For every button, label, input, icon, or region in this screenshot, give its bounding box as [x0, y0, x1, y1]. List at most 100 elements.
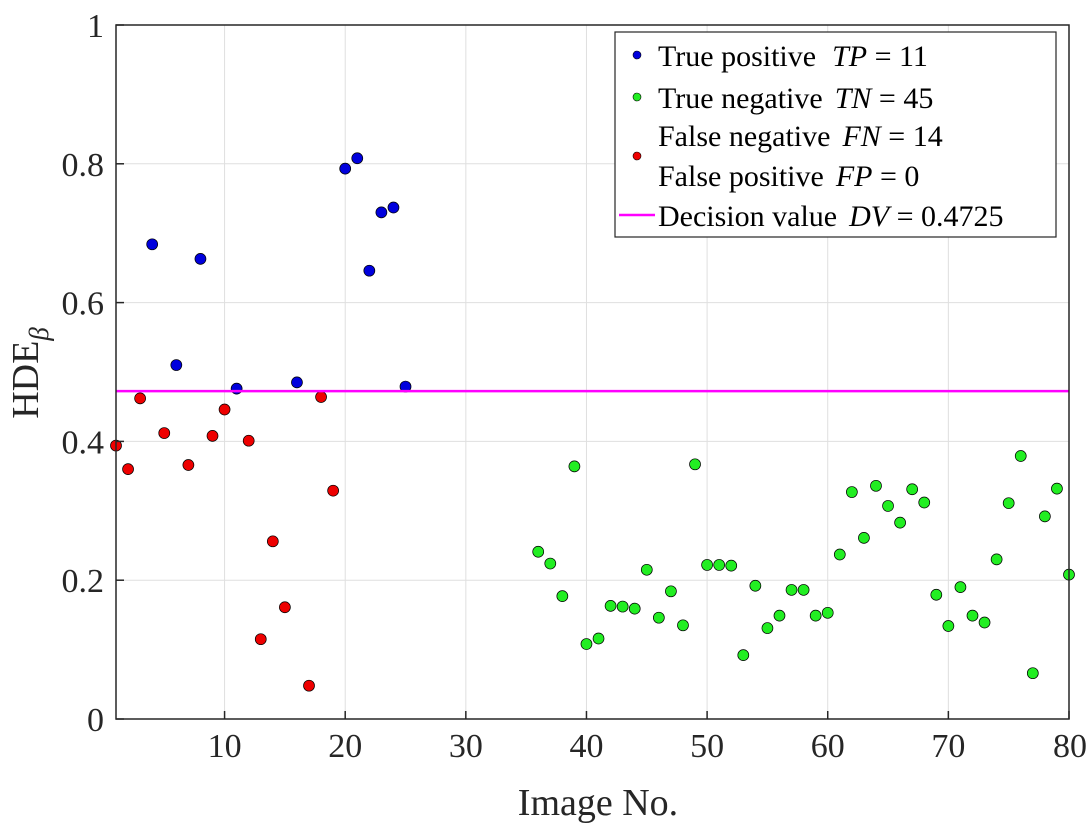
- true-negative-point: [1051, 482, 1063, 495]
- legend-equals-fn: =: [881, 120, 913, 153]
- true-negative-point: [713, 559, 726, 571]
- true-negative-point: [677, 619, 689, 632]
- y-tick-label: 1: [87, 8, 104, 45]
- true-negative-point: [737, 649, 750, 662]
- false-negative-point: [134, 392, 146, 405]
- legend-symbol-fn: FN: [841, 120, 882, 153]
- legend-symbol-fp: FP: [835, 160, 873, 193]
- axes-box: [115, 24, 1070, 720]
- x-tick-label: 80: [1053, 728, 1087, 765]
- false-negative-point: [242, 434, 255, 447]
- legend-equals-dv: =: [889, 200, 921, 233]
- true-negative-point: [1014, 450, 1027, 462]
- legend-value-fn: 14: [913, 120, 943, 153]
- legend-value-dv: 0.4725: [921, 200, 1004, 233]
- true-negative-point: [846, 486, 858, 498]
- true-negative-point: [556, 590, 569, 603]
- y-axis-label: HDEβ: [5, 327, 54, 419]
- y-tick-label: 0: [87, 702, 104, 739]
- true-positive-point: [170, 359, 183, 371]
- legend-value-tp: 11: [899, 40, 928, 73]
- y-tick-label: 0.8: [62, 147, 105, 184]
- legend: True positive TP = 11 True negative TN = 4…: [614, 31, 1057, 238]
- legend-label-false-negative: False negative: [658, 120, 830, 153]
- true-negative-point: [592, 632, 605, 645]
- legend-symbol-dv: DV: [848, 200, 893, 233]
- true-negative-point: [906, 483, 919, 496]
- true-negative-point: [930, 588, 943, 601]
- legend-label-true-negative: True negative: [658, 82, 823, 115]
- axis-ticks: 10 20 30 40 50 60 70 80 0 0.2 0.4 0.6 0.8 1: [62, 8, 1088, 765]
- x-tick-label: 30: [449, 728, 483, 765]
- true-negative-point: [580, 638, 593, 650]
- x-tick-label: 50: [690, 728, 724, 765]
- true-negative-point: [532, 545, 545, 558]
- legend-symbol-tp: TP: [832, 40, 867, 73]
- true-positive-point: [146, 238, 159, 251]
- true-negative-point: [749, 579, 762, 592]
- true-negative-point: [701, 559, 713, 571]
- true-negative-point: [652, 611, 665, 624]
- legend-marker-false-negative: [632, 151, 642, 161]
- x-axis-label: Image No.: [518, 782, 678, 824]
- true-negative-point: [665, 585, 677, 598]
- x-tick-label: 10: [208, 728, 242, 765]
- true-negative-point: [1002, 497, 1015, 510]
- legend-entry-true-positive: True positive TP = 11: [658, 40, 928, 73]
- true-negative-point: [773, 609, 786, 622]
- false-negative-point: [206, 429, 219, 442]
- true-positive-point: [230, 382, 243, 395]
- y-axis-label-main: HDE: [5, 341, 47, 419]
- legend-label-true-positive: True positive: [658, 40, 816, 73]
- x-tick-label: 20: [328, 728, 362, 765]
- true-negative-point: [954, 581, 967, 593]
- legend-entry-false-negative: False negative FN = 14: [658, 120, 943, 153]
- true-negative-point: [821, 606, 834, 619]
- true-negative-point: [894, 516, 906, 529]
- legend-symbol-tn: TN: [835, 82, 874, 115]
- true-negative-point: [604, 600, 617, 612]
- true-negative-point: [568, 460, 581, 473]
- true-positive-point: [339, 162, 352, 175]
- true-negative-point: [785, 584, 798, 596]
- true-negative-point: [882, 500, 894, 512]
- true-negative-point: [942, 620, 955, 632]
- false-negative-point: [158, 427, 171, 439]
- legend-entry-decision-value: Decision value DV = 0.4725: [658, 200, 1004, 233]
- true-negative-point: [833, 548, 846, 561]
- legend-equals-tp: =: [867, 40, 899, 73]
- x-tick-label: 60: [811, 728, 845, 765]
- true-negative-point: [858, 532, 870, 544]
- legend-label-decision-value: Decision value: [658, 200, 837, 233]
- false-negative-point: [266, 535, 279, 548]
- false-negative-point: [303, 679, 315, 692]
- y-tick-label: 0.2: [62, 563, 105, 600]
- true-negative-point: [725, 559, 738, 572]
- x-tick-label: 70: [931, 728, 965, 765]
- legend-box: [614, 31, 1057, 238]
- true-negative-point: [1026, 667, 1039, 680]
- y-tick-label: 0.4: [62, 424, 105, 461]
- true-positive-point: [375, 206, 388, 219]
- true-positive-point: [351, 152, 364, 165]
- y-axis-label-subscript: β: [24, 327, 54, 342]
- true-positive-point: [387, 201, 400, 214]
- y-tick-label: 0.6: [62, 286, 105, 323]
- true-negative-point: [761, 622, 774, 634]
- legend-value-tn: 45: [903, 82, 933, 115]
- legend-marker-true-negative: [632, 92, 642, 102]
- false-negative-point: [279, 601, 291, 614]
- true-negative-point: [640, 563, 653, 576]
- true-negative-point: [990, 553, 1003, 566]
- true-negative-point: [616, 600, 629, 613]
- data-points: [110, 152, 1075, 692]
- true-negative-point: [870, 479, 882, 492]
- true-positive-point: [363, 264, 376, 277]
- true-negative-point: [797, 584, 810, 596]
- legend-equals-tn: =: [871, 82, 903, 115]
- false-negative-point: [182, 459, 195, 471]
- true-negative-point: [689, 458, 701, 471]
- true-negative-point: [544, 557, 557, 570]
- true-negative-point: [628, 602, 641, 615]
- legend-marker-true-positive: [632, 50, 642, 60]
